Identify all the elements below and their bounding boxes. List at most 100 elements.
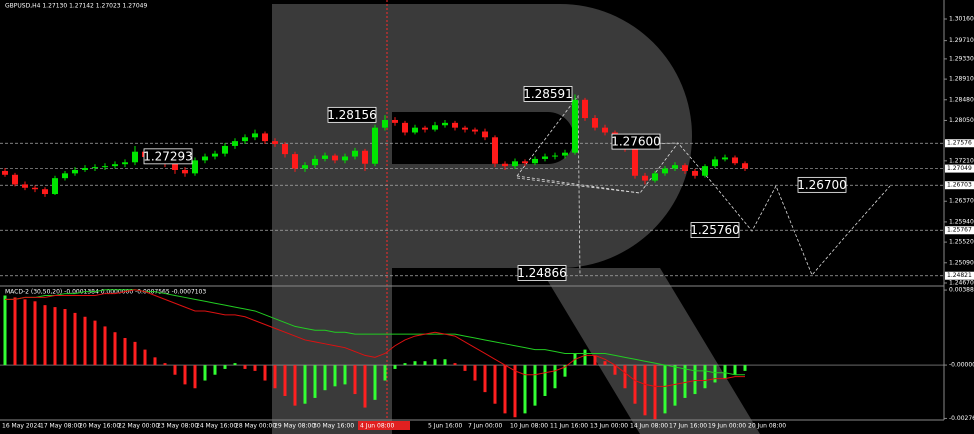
candle-body [282, 144, 288, 155]
y-tick-label: 1.25940 [949, 218, 974, 225]
candle-body [552, 155, 558, 157]
y-tick-label: 1.29710 [949, 37, 974, 44]
candle-body [722, 157, 728, 160]
y-tick-label: 1.27210 [949, 157, 974, 164]
candle-body [652, 173, 658, 181]
y-tick-label: 1.30160 [949, 15, 974, 22]
candle-body [422, 127, 428, 130]
histogram-bar [73, 312, 77, 366]
histogram-bar [703, 365, 707, 389]
histogram-bar [183, 365, 187, 385]
histogram-bar [593, 355, 597, 366]
candle-body [672, 165, 678, 169]
candle-body [112, 164, 118, 167]
candle-body [482, 131, 488, 138]
candle-body [432, 125, 438, 130]
indicator-title: MACD-2 (30,50,20) -0.0001384 0.0000000 -… [5, 289, 206, 296]
histogram-bar [453, 363, 457, 366]
candle-body [12, 174, 18, 185]
candle-body [182, 169, 188, 174]
y-tick-label: 1.26370 [949, 198, 974, 205]
candle-body [122, 162, 128, 165]
histogram-bar [543, 365, 547, 396]
candle-body [402, 122, 408, 133]
candle-body [312, 158, 318, 166]
level-label-box [945, 139, 974, 148]
annotation-box [327, 106, 377, 123]
candle-body [472, 129, 478, 132]
histogram-bar [713, 365, 717, 383]
x-tick-label: 5 Jun 16:00 [428, 423, 462, 430]
candle-body [492, 137, 498, 164]
x-tick-label: 10 Jun 08:00 [510, 423, 548, 430]
candle-body [302, 165, 308, 169]
histogram-bar [3, 295, 7, 366]
histogram-bar [393, 365, 397, 369]
histogram-bar [403, 363, 407, 366]
x-tick-label: 7 Jun 00:00 [468, 423, 502, 430]
histogram-bar [343, 365, 347, 385]
x-tick-label: 14 Jun 08:00 [630, 423, 668, 430]
y-tick-label: -0.002761 [949, 415, 974, 422]
histogram-bar [483, 365, 487, 393]
histogram-bar [103, 326, 107, 366]
level-label: 1.25767 [947, 227, 972, 234]
histogram-bar [493, 365, 497, 404]
candle-body [732, 157, 738, 164]
y-tick-label: 0.0038806 [949, 287, 974, 294]
histogram-bar [233, 363, 237, 366]
x-tick-label: 16 May 2024 [2, 423, 41, 430]
x-tick-label: 11 Jun 16:00 [550, 423, 588, 430]
candle-body [512, 161, 518, 167]
y-tick-label: 1.28480 [949, 96, 974, 103]
histogram-bar [43, 305, 47, 366]
candle-body [352, 150, 358, 157]
x-tick-label: 13 Jun 00:00 [590, 423, 628, 430]
level-label: 1.26703 [947, 182, 972, 189]
histogram-bar [143, 349, 147, 366]
candle-body [242, 137, 248, 142]
candle-body [92, 167, 98, 169]
histogram-bar [83, 316, 87, 366]
histogram-bar [653, 365, 657, 420]
annotation-box [797, 176, 847, 193]
y-tick-label: 1.25090 [949, 259, 974, 266]
level-label-box [945, 164, 974, 173]
histogram-bar [723, 365, 727, 379]
forecast-line [516, 94, 581, 277]
candle-body [372, 127, 378, 164]
annotation: 1.28156 [327, 108, 377, 122]
histogram-bar [293, 365, 297, 406]
histogram-bar [693, 365, 697, 395]
y-tick-label: 1.29330 [949, 55, 974, 62]
level-label-box [945, 271, 974, 280]
candle-body [2, 170, 8, 175]
histogram-bar [253, 365, 257, 371]
candle-body [232, 141, 238, 146]
candle-body [172, 163, 178, 170]
macd-line [5, 289, 745, 376]
candle-body [82, 168, 88, 170]
annotation: 1.24866 [517, 266, 567, 280]
histogram-bar [673, 365, 677, 406]
histogram-bar [663, 365, 667, 414]
histogram-bar [373, 365, 377, 400]
annotation-box [517, 265, 567, 281]
candle-body [532, 158, 538, 164]
histogram-bar [173, 365, 177, 375]
histogram-bar [213, 365, 217, 375]
histogram-bar [583, 349, 587, 366]
candle-body [132, 151, 138, 163]
histogram-bar [313, 365, 317, 398]
annotation-box [143, 148, 193, 165]
level-label: 1.27576 [947, 140, 972, 147]
candle-body [632, 149, 638, 176]
candle-body [682, 165, 688, 171]
candle-body [322, 155, 328, 159]
candle-body [382, 119, 388, 128]
candle-body [412, 127, 418, 133]
candle-body [212, 153, 218, 157]
histogram-bar [743, 365, 747, 371]
candle-body [202, 156, 208, 161]
